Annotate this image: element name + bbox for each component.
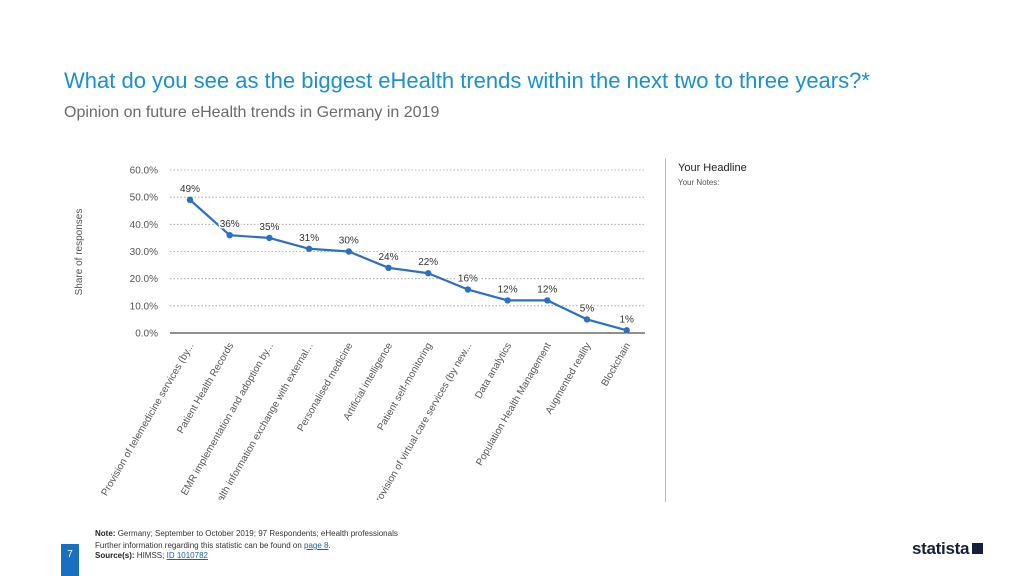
data-label: 35% [259, 222, 279, 233]
y-axis-label: Share of responses [74, 209, 85, 296]
line-chart: 0.0% 10.0% 20.0% 30.0% 40.0% 50.0% 60.0% Share … [74, 166, 645, 500]
y-tick-label: 30.0% [130, 247, 158, 258]
logo-text: statista [912, 539, 970, 558]
data-point [266, 234, 273, 242]
data-point [385, 264, 392, 271]
data-label: 22% [418, 257, 438, 268]
x-tick-label: Data analytics [473, 341, 514, 401]
footer-source: Source(s): HIMSS; ID 1010782 [95, 551, 208, 560]
data-label: 24% [378, 252, 398, 263]
footer-further-info: Further information regarding this stati… [95, 541, 331, 550]
series-line [189, 199, 627, 332]
data-label: 12% [537, 284, 557, 295]
data-point [226, 232, 233, 239]
data-label: 16% [458, 274, 478, 285]
data-point [583, 316, 591, 323]
data-label: 49% [180, 184, 200, 195]
x-tick-label: Blockchain [600, 341, 634, 388]
data-point [345, 248, 352, 255]
data-point [186, 196, 194, 204]
data-point [504, 297, 511, 304]
data-label: 12% [498, 284, 518, 295]
data-point [305, 245, 313, 252]
chart-subtitle: Opinion on future eHealth trends in Germ… [64, 104, 440, 121]
y-tick-label: 20.0% [130, 274, 158, 285]
page-number: 7 [61, 544, 79, 576]
source-link[interactable]: ID 1010782 [166, 551, 208, 560]
data-label: 30% [339, 236, 359, 247]
statista-logo[interactable]: statista [912, 539, 984, 559]
further-info-text: Further information regarding this stati… [95, 541, 302, 550]
data-label: 1% [619, 314, 634, 325]
side-notes: Your Notes: [678, 178, 720, 187]
data-label: 36% [220, 219, 240, 230]
logo-mark-icon [972, 543, 984, 554]
x-tick-label: Population Health Management [474, 341, 554, 468]
note-text: Germany; September to October 2019; 97 R… [117, 529, 398, 538]
y-tick-label: 60.0% [130, 166, 158, 177]
data-label: 31% [299, 233, 319, 244]
y-tick-label: 0.0% [135, 329, 158, 340]
y-tick-label: 10.0% [130, 301, 158, 312]
data-point [425, 270, 432, 277]
data-point [544, 297, 551, 304]
x-tick-label: Augmented reality [544, 341, 594, 416]
source-text: HIMSS; [136, 551, 165, 560]
source-label: Source(s): [95, 551, 135, 560]
data-point [464, 286, 472, 293]
chart-title: What do you see as the biggest eHealth t… [64, 68, 870, 93]
side-divider [665, 158, 666, 502]
footer-note: Note: Germany; September to October 2019… [95, 529, 398, 538]
y-tick-label: 50.0% [130, 193, 158, 204]
data-point [623, 327, 630, 334]
note-label: Note: [95, 529, 116, 538]
y-tick-label: 40.0% [130, 220, 158, 231]
side-headline: Your Headline [678, 162, 747, 174]
page-link[interactable]: page 8 [304, 541, 329, 550]
data-label: 5% [580, 303, 595, 314]
